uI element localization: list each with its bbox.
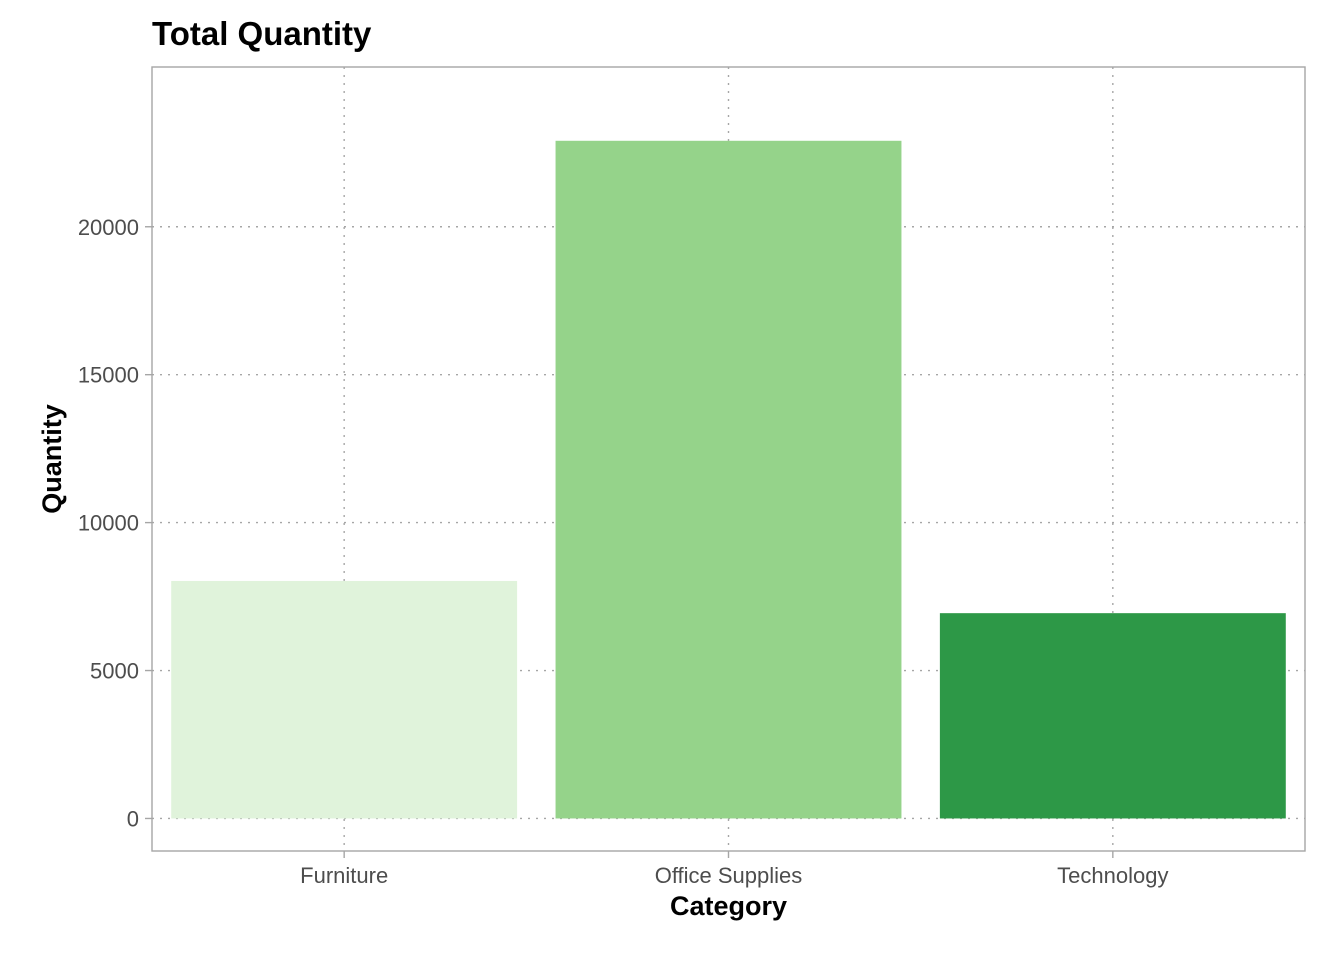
x-tick-label: Office Supplies xyxy=(655,863,803,888)
y-axis-tick-labels: 0 5000 10000 15000 20000 xyxy=(78,215,139,832)
chart-title: Total Quantity xyxy=(152,15,372,52)
y-tick-label: 0 xyxy=(127,806,139,831)
x-tick-label: Furniture xyxy=(300,863,388,888)
bar-technology xyxy=(939,613,1286,819)
y-tick-label: 15000 xyxy=(78,363,139,388)
bars xyxy=(171,140,1286,819)
bar-furniture xyxy=(171,580,518,819)
bar-office-supplies xyxy=(555,140,902,819)
axis-ticks xyxy=(145,226,1114,858)
x-axis-tick-labels: Furniture Office Supplies Technology xyxy=(300,863,1168,888)
x-tick-label: Technology xyxy=(1057,863,1168,888)
y-tick-label: 20000 xyxy=(78,215,139,240)
x-axis-title: Category xyxy=(670,891,787,921)
y-tick-label: 5000 xyxy=(90,659,139,684)
y-tick-label: 10000 xyxy=(78,511,139,536)
y-axis-title: Quantity xyxy=(37,404,67,514)
